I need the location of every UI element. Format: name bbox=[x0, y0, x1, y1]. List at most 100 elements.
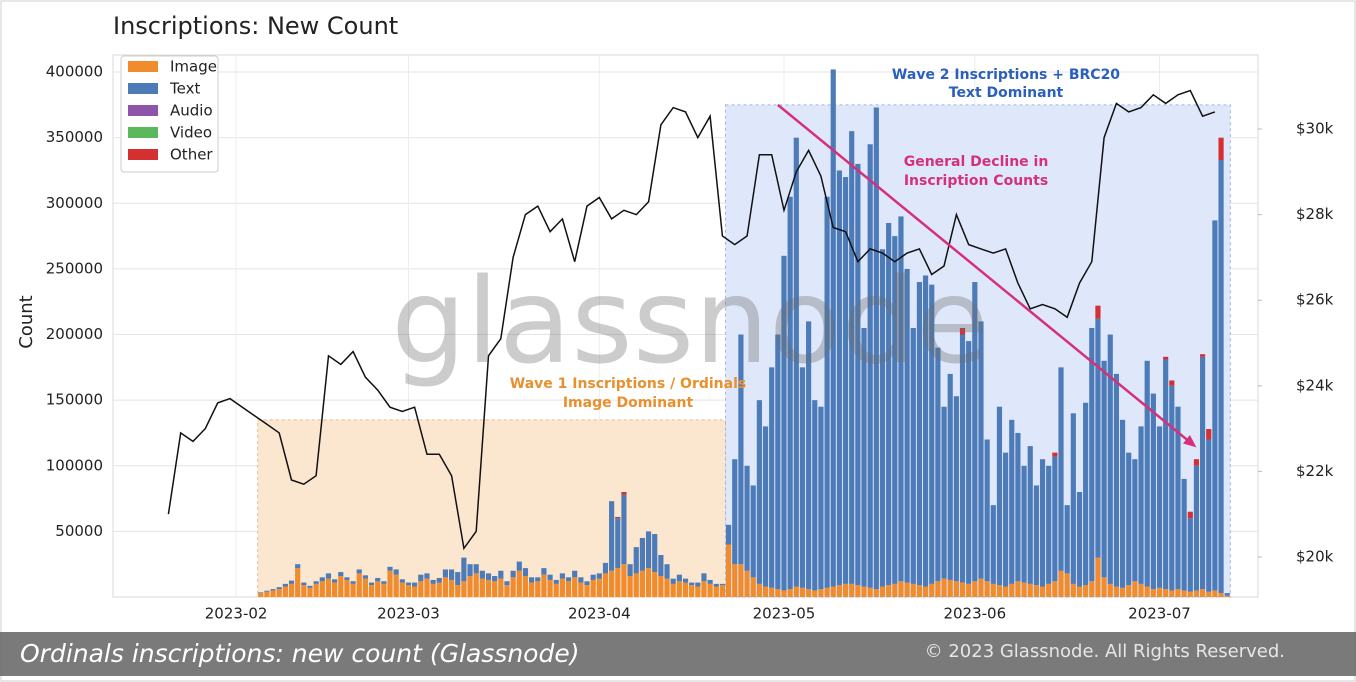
y-tick-label: 300000 bbox=[46, 194, 103, 212]
bar-segment bbox=[479, 570, 485, 579]
bar-segment bbox=[276, 589, 282, 597]
bar-segment bbox=[806, 589, 812, 597]
bar-segment bbox=[953, 581, 959, 597]
bar-segment bbox=[572, 577, 578, 597]
bar-segment bbox=[1169, 590, 1175, 597]
bar-segment bbox=[762, 586, 769, 597]
bar-segment bbox=[1003, 586, 1009, 597]
bar-segment bbox=[978, 321, 984, 579]
y-tick-label: 250000 bbox=[46, 259, 103, 277]
bar-segment bbox=[338, 576, 344, 597]
bar-segment bbox=[719, 583, 726, 586]
trend-arrow bbox=[777, 103, 1189, 442]
bar-segment bbox=[362, 578, 368, 597]
legend-label: Text bbox=[169, 80, 200, 98]
bar-segment bbox=[922, 275, 929, 587]
bar-segment bbox=[1021, 465, 1027, 583]
bar-segment bbox=[344, 579, 350, 597]
bar-segment bbox=[1052, 581, 1058, 597]
y-tick-label: 50000 bbox=[55, 522, 103, 540]
bar-segment bbox=[485, 579, 492, 597]
bar-segment bbox=[959, 327, 966, 335]
bar-segment bbox=[1150, 589, 1156, 597]
bar-segment bbox=[762, 426, 769, 587]
bar-segment bbox=[307, 585, 313, 588]
bar-segment bbox=[356, 569, 362, 574]
bar-segment bbox=[362, 575, 368, 579]
region-label: Text Dominant bbox=[949, 85, 1064, 101]
bar-segment bbox=[492, 581, 498, 597]
bar-segment bbox=[301, 582, 307, 586]
bar-segment bbox=[448, 569, 455, 580]
bar-segment bbox=[1187, 511, 1193, 519]
bar-segment bbox=[750, 485, 756, 578]
bar-segment bbox=[756, 583, 762, 597]
bar-segment bbox=[565, 577, 572, 582]
bar-segment bbox=[1119, 587, 1126, 597]
bar-segment bbox=[1058, 367, 1064, 571]
bar-segment bbox=[639, 570, 645, 597]
bar-segment bbox=[1181, 478, 1187, 591]
bar-segment bbox=[375, 581, 381, 597]
bar-segment bbox=[1033, 485, 1039, 586]
bar-segment bbox=[1009, 583, 1015, 597]
bar-segment bbox=[1144, 586, 1150, 597]
bar-segment bbox=[959, 582, 966, 597]
bar-segment bbox=[325, 578, 332, 597]
legend-label: Audio bbox=[170, 102, 213, 120]
bar-segment bbox=[1150, 393, 1156, 590]
bar-segment bbox=[338, 572, 344, 577]
bar-segment bbox=[849, 131, 855, 584]
bar-segment bbox=[387, 566, 393, 571]
bar-segment bbox=[1027, 446, 1033, 584]
bar-segment bbox=[399, 582, 405, 597]
bar-segment bbox=[1169, 380, 1175, 386]
bar-segment bbox=[670, 578, 676, 584]
bar-segment bbox=[879, 586, 886, 597]
bar-segment bbox=[664, 564, 670, 579]
bar-segment bbox=[812, 400, 818, 591]
bar-segment bbox=[1107, 334, 1113, 584]
bar-segment bbox=[849, 583, 855, 597]
bar-segment bbox=[1070, 583, 1076, 597]
bar-segment bbox=[516, 561, 522, 571]
bar-segment bbox=[270, 590, 276, 597]
x-tick-label: 2023-06 bbox=[943, 605, 1006, 623]
bar-segment bbox=[996, 585, 1003, 597]
bar-segment bbox=[1206, 439, 1212, 592]
copyright: © 2023 Glassnode. All Rights Reserved. bbox=[925, 641, 1285, 662]
legend-swatch bbox=[128, 105, 158, 116]
bar-segment bbox=[1169, 385, 1175, 591]
bar-segment bbox=[264, 591, 270, 597]
bar-segment bbox=[313, 581, 319, 584]
bar-segment bbox=[793, 137, 799, 587]
caption: Ordinals inscriptions: new count (Glassn… bbox=[20, 639, 579, 668]
bar-segment bbox=[695, 586, 701, 597]
bar-segment bbox=[855, 163, 861, 586]
bar-segment bbox=[1113, 373, 1119, 587]
bar-segment bbox=[461, 581, 467, 597]
bar-segment bbox=[732, 459, 738, 565]
bar-segment bbox=[1193, 590, 1200, 597]
bar-segment bbox=[436, 582, 442, 597]
bar-segment bbox=[682, 578, 689, 583]
bar-segment bbox=[1187, 518, 1193, 592]
bar-segment bbox=[295, 568, 301, 597]
bar-segment bbox=[350, 581, 356, 584]
bar-segment bbox=[522, 576, 529, 597]
bar-segment bbox=[818, 406, 824, 590]
bar-segment bbox=[258, 593, 264, 597]
bar-segment bbox=[1175, 589, 1181, 597]
bar-segment bbox=[633, 573, 639, 597]
bar-segment bbox=[485, 573, 492, 580]
bar-segment bbox=[1218, 137, 1224, 160]
bar-segment bbox=[344, 577, 350, 580]
bar-segment bbox=[639, 537, 645, 571]
bar-segment bbox=[910, 327, 916, 584]
bar-segment bbox=[602, 562, 609, 574]
bar-segment bbox=[726, 544, 732, 597]
bar-segment bbox=[442, 577, 449, 597]
bar-segment bbox=[972, 581, 978, 597]
bar-segment bbox=[553, 583, 559, 597]
bar-segment bbox=[621, 492, 627, 495]
